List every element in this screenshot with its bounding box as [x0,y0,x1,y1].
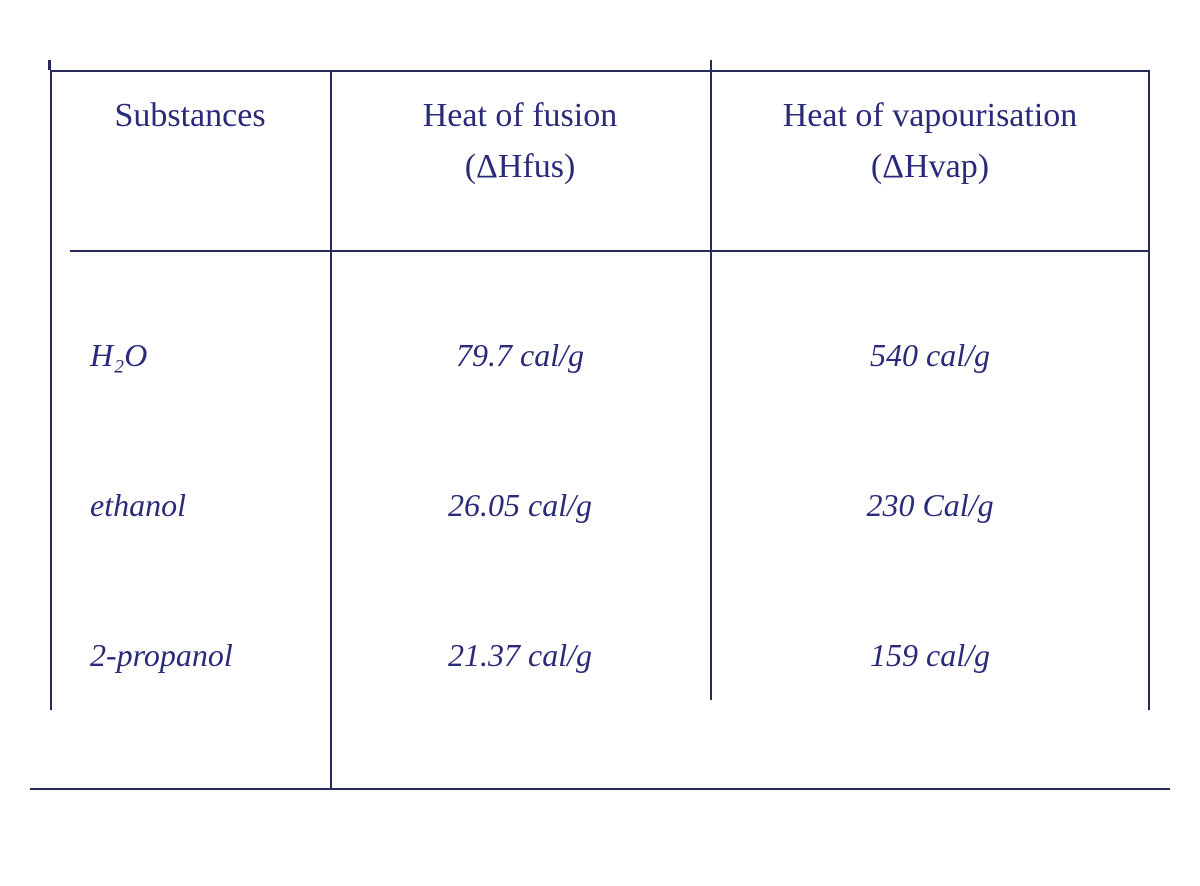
thermodynamics-table: Substances Heat of fusion (ΔHfus) Heat o… [50,70,1150,790]
column-vaporisation: 540 cal/g 230 Cal/g 159 cal/g [710,250,1150,790]
vaporisation-cell: 230 Cal/g [866,430,993,580]
fusion-cell: 26.05 cal/g [448,430,592,580]
substance-cell: H₂O [90,280,147,430]
fusion-cell: 21.37 cal/g [448,580,592,730]
vaporisation-cell: 159 cal/g [870,580,990,730]
border-tick [48,60,51,70]
substance-cell: ethanol [90,430,186,580]
fusion-cell: 79.7 cal/g [456,280,584,430]
substance-cell: 2-propanol [90,580,233,730]
column-fusion: 79.7 cal/g 26.05 cal/g 21.37 cal/g [330,250,710,790]
vaporisation-cell: 540 cal/g [870,280,990,430]
table-body: H₂O ethanol 2-propanol 79.7 cal/g 26.05 … [50,250,1150,790]
column-substances: H₂O ethanol 2-propanol [50,250,330,790]
